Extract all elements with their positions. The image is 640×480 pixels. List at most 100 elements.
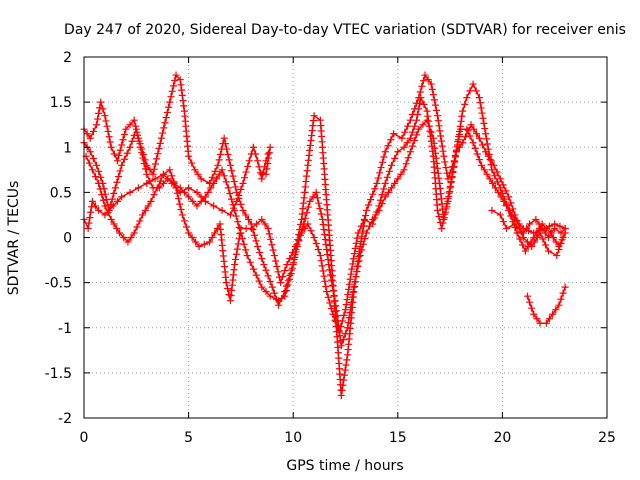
data-point-marker xyxy=(239,179,247,187)
y-tick-label: 0 xyxy=(63,231,72,247)
data-point-marker xyxy=(499,218,507,226)
data-point-marker xyxy=(218,206,226,214)
data-point-marker xyxy=(475,156,483,164)
data-point-marker xyxy=(192,238,200,246)
data-point-marker xyxy=(339,381,347,389)
data-point-marker xyxy=(237,185,245,193)
data-point-marker xyxy=(295,237,303,245)
data-point-marker xyxy=(109,202,117,210)
data-point-marker xyxy=(101,190,109,198)
data-point-marker xyxy=(265,154,273,162)
data-point-marker xyxy=(274,268,282,276)
data-point-marker xyxy=(243,252,251,260)
data-point-marker xyxy=(93,161,101,169)
data-point-marker xyxy=(126,143,134,151)
data-point-marker xyxy=(548,229,556,237)
data-point-marker xyxy=(86,214,94,222)
data-point-marker xyxy=(301,188,309,196)
data-point-marker xyxy=(215,156,223,164)
data-point-marker xyxy=(421,71,429,79)
data-point-marker xyxy=(344,290,352,298)
data-point-marker xyxy=(213,224,221,232)
y-axis-label: SDTVAR / TECUs xyxy=(6,181,22,296)
data-point-marker xyxy=(282,287,290,295)
data-point-marker xyxy=(242,168,250,176)
data-point-marker xyxy=(103,122,111,130)
data-point-marker xyxy=(233,197,241,205)
data-point-marker xyxy=(406,148,414,156)
data-point-marker xyxy=(316,252,324,260)
data-point-marker xyxy=(317,257,325,265)
data-point-marker xyxy=(340,376,348,384)
data-point-marker xyxy=(323,251,331,259)
data-point-marker xyxy=(260,261,268,269)
data-point-marker xyxy=(220,134,228,142)
data-point-marker xyxy=(438,224,446,232)
data-point-marker xyxy=(505,193,513,201)
data-point-marker xyxy=(277,279,285,287)
data-point-marker xyxy=(454,138,462,146)
y-tick-label: -0.5 xyxy=(45,276,72,292)
data-point-marker xyxy=(218,166,226,174)
data-point-marker xyxy=(307,136,315,144)
data-point-marker xyxy=(359,240,367,248)
data-point-marker xyxy=(83,130,91,138)
data-point-marker xyxy=(440,152,448,160)
data-point-marker xyxy=(258,215,266,223)
data-point-marker xyxy=(258,283,266,291)
data-point-marker xyxy=(324,256,332,264)
data-point-marker xyxy=(337,391,345,399)
data-point-marker xyxy=(322,241,330,249)
data-point-marker xyxy=(464,127,472,135)
data-point-marker xyxy=(240,240,248,248)
data-point-marker xyxy=(491,172,499,180)
data-point-marker xyxy=(362,206,370,214)
data-point-marker xyxy=(350,250,358,258)
data-point-marker xyxy=(335,327,343,335)
data-point-marker xyxy=(400,143,408,151)
data-point-marker xyxy=(279,273,287,281)
data-point-marker xyxy=(102,117,110,125)
data-point-marker xyxy=(456,127,464,135)
data-point-marker xyxy=(342,330,349,338)
data-point-marker xyxy=(95,109,103,117)
data-point-marker xyxy=(147,197,155,205)
data-point-marker xyxy=(241,174,249,182)
data-point-marker xyxy=(511,211,519,219)
data-point-marker xyxy=(104,127,112,135)
data-point-marker xyxy=(300,220,308,228)
data-point-marker xyxy=(413,116,421,124)
data-point-marker xyxy=(348,298,356,306)
data-point-marker xyxy=(419,121,427,129)
data-point-marker xyxy=(561,283,569,291)
data-point-marker xyxy=(341,366,349,374)
data-point-marker xyxy=(444,194,452,202)
data-point-marker xyxy=(128,137,136,145)
data-point-marker xyxy=(302,178,310,186)
data-point-marker xyxy=(475,94,483,102)
data-point-marker xyxy=(442,205,450,213)
data-point-marker xyxy=(357,222,365,230)
data-point-marker xyxy=(247,224,255,232)
data-point-marker xyxy=(320,272,328,280)
y-tick-label: 0.5 xyxy=(50,185,72,201)
data-point-marker xyxy=(471,144,479,152)
data-point-marker xyxy=(225,156,233,164)
data-point-marker xyxy=(321,236,329,244)
data-point-marker xyxy=(470,125,478,133)
data-point-marker xyxy=(264,272,272,280)
data-point-marker xyxy=(330,292,338,300)
x-tick-label: 20 xyxy=(493,430,511,446)
data-point-marker xyxy=(163,108,171,116)
data-point-marker xyxy=(496,175,504,183)
data-point-marker xyxy=(105,133,113,141)
data-point-marker xyxy=(381,148,389,156)
data-point-marker xyxy=(555,246,563,254)
data-point-marker xyxy=(521,247,529,255)
data-point-marker xyxy=(481,125,489,133)
data-point-marker xyxy=(349,260,357,268)
data-point-marker xyxy=(367,196,375,204)
data-point-marker xyxy=(391,179,399,187)
data-point-marker xyxy=(94,115,102,123)
data-point-marker xyxy=(246,258,254,266)
